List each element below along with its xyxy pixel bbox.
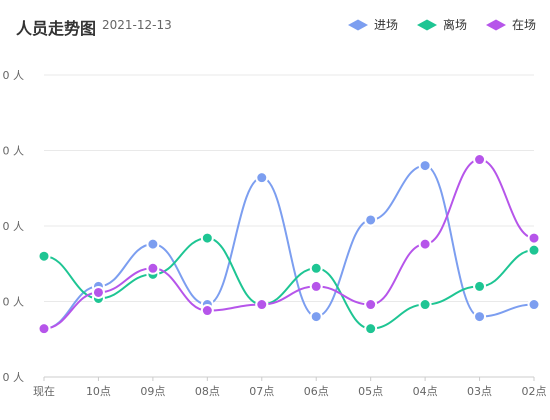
diamond-legend-icon [416, 19, 437, 30]
x-tick-label: 05点 [358, 385, 383, 398]
x-tick-label: 09点 [140, 385, 165, 398]
x-tick-label: 08点 [195, 385, 220, 398]
data-point-2-6[interactable] [364, 298, 378, 312]
data-point-1-9[interactable] [527, 243, 541, 257]
chart-title: 人员走势图 [16, 19, 97, 38]
data-point-0-5[interactable] [309, 310, 323, 324]
x-tick-label: 07点 [249, 385, 274, 398]
data-point-0-4[interactable] [255, 171, 269, 185]
data-point-2-0[interactable] [37, 322, 51, 336]
legend-marker-entry [347, 19, 368, 30]
series-line-2 [43, 158, 535, 330]
data-point-2-3[interactable] [200, 304, 214, 318]
y-tick-label: 0 人 [3, 220, 25, 233]
data-point-1-8[interactable] [473, 279, 487, 293]
x-tick-label: 06点 [304, 385, 329, 398]
data-point-0-9[interactable] [527, 298, 541, 312]
grid-lines [44, 74, 534, 378]
x-tick-label: 03点 [467, 385, 492, 398]
data-point-2-4[interactable] [255, 298, 269, 312]
data-point-2-1[interactable] [91, 285, 105, 299]
x-tick-label: 02点 [522, 385, 547, 398]
series-line-0 [43, 164, 535, 330]
y-tick-label: 0 人 [3, 296, 25, 309]
x-tick-label: 10点 [86, 385, 111, 398]
legend-label-onsite: 在场 [511, 18, 536, 32]
diamond-legend-icon [347, 19, 368, 30]
data-point-1-3[interactable] [200, 231, 214, 245]
series-points [37, 153, 541, 336]
data-point-2-9[interactable] [527, 231, 541, 245]
data-point-2-2[interactable] [146, 261, 160, 275]
legend-item-exit[interactable]: 离场 [416, 16, 467, 33]
chart-legend: 进场 离场 在场 [347, 16, 536, 33]
data-point-1-7[interactable] [418, 298, 432, 312]
legend-marker-onsite [485, 19, 506, 30]
chart-header: 人员走势图 2021-12-13 进场 离场 在场 [16, 14, 536, 38]
legend-marker-exit [416, 19, 437, 30]
x-tick-label: 04点 [413, 385, 438, 398]
legend-label-entry: 进场 [373, 18, 398, 32]
series-line-1 [43, 237, 535, 330]
legend-item-entry[interactable]: 进场 [347, 16, 398, 33]
data-point-0-7[interactable] [418, 159, 432, 173]
chart-date: 2021-12-13 [102, 18, 172, 32]
x-axis-ticks: 现在 10点 09点 08点 07点 06点 05点 04点 03点 02点 [33, 377, 547, 398]
legend-item-onsite[interactable]: 在场 [485, 16, 536, 33]
data-point-2-7[interactable] [418, 237, 432, 251]
data-point-0-8[interactable] [473, 310, 487, 324]
data-point-2-5[interactable] [309, 279, 323, 293]
data-point-1-0[interactable] [37, 249, 51, 263]
y-tick-label: 0 人 [3, 69, 25, 82]
data-point-2-8[interactable] [473, 153, 487, 167]
legend-label-exit: 离场 [442, 18, 467, 32]
y-tick-label: 0 人 [3, 371, 25, 384]
series-lines [43, 158, 535, 330]
data-point-0-2[interactable] [146, 237, 160, 251]
data-point-0-6[interactable] [364, 213, 378, 227]
data-point-1-6[interactable] [364, 322, 378, 336]
y-axis-ticks: 0 人 0 人 0 人 0 人 0 人 [3, 69, 25, 384]
diamond-legend-icon [485, 19, 506, 30]
x-tick-label: 现在 [33, 385, 55, 398]
y-tick-label: 0 人 [3, 145, 25, 158]
data-point-1-5[interactable] [309, 261, 323, 275]
